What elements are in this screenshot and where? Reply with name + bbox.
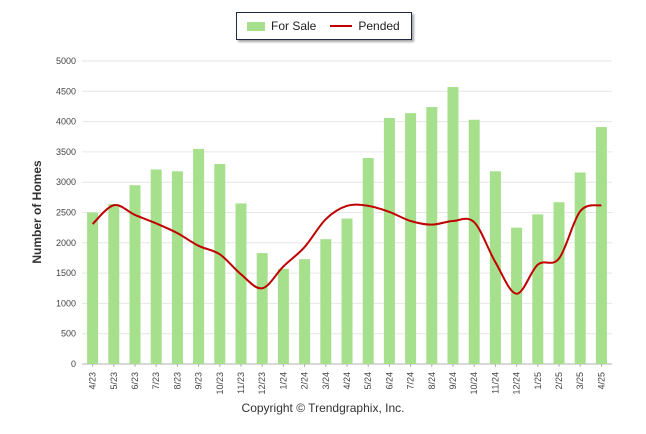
x-tick-label: 2/25	[554, 372, 564, 390]
x-tick-label: 7/23	[151, 372, 161, 390]
bar-for-sale	[129, 185, 141, 364]
bar-for-sale	[553, 202, 565, 364]
x-tick-label: 6/24	[384, 372, 394, 390]
x-tick-label: 2/24	[300, 372, 310, 390]
x-tick-label: 1/24	[278, 372, 288, 390]
x-tick-label: 5/24	[363, 372, 373, 390]
bar-for-sale	[489, 171, 501, 364]
x-tick-label: 4/25	[596, 372, 606, 390]
x-tick-label: 10/24	[469, 372, 479, 395]
x-tick-label: 4/23	[88, 372, 98, 390]
legend-for-sale-swatch	[247, 21, 265, 31]
y-tick-label: 3500	[56, 147, 76, 157]
bar-for-sale	[447, 87, 459, 365]
x-axis-ticks: 4/23 5/23 6/23 7/23 8/23 9/23 10/23 11/23 12/23 1…	[88, 364, 606, 395]
y-tick-label: 5000	[56, 56, 76, 66]
bar-for-sale	[426, 107, 438, 364]
y-tick-label: 3000	[56, 177, 76, 187]
y-tick-label: 2000	[56, 238, 76, 248]
x-tick-label: 7/24	[406, 372, 416, 390]
legend-pended-swatch	[330, 25, 353, 27]
bar-for-sale	[595, 127, 607, 364]
x-tick-label: 10/23	[215, 372, 225, 395]
bar-for-sale	[150, 169, 162, 364]
copyright-footer: Copyright © Trendgraphix, Inc.	[241, 401, 405, 415]
x-tick-label: 11/23	[236, 372, 246, 394]
x-tick-label: 9/24	[448, 372, 458, 390]
bar-for-sale	[277, 268, 289, 364]
bar-for-sale	[511, 227, 523, 364]
bar-for-sale	[299, 259, 311, 364]
x-tick-label: 6/23	[130, 372, 140, 390]
bar-for-sale	[574, 172, 586, 364]
bar-for-sale	[256, 253, 268, 364]
y-axis-ticks: 0 500 1000 1500 2000 2500 3000 3500 4000 4500 5000	[56, 56, 76, 369]
bar-for-sale	[193, 148, 205, 364]
legend-pended-label: Pended	[358, 19, 400, 33]
x-tick-label: 11/24	[490, 372, 500, 394]
bar-for-sale	[468, 119, 480, 364]
y-tick-label: 1000	[56, 298, 76, 308]
bar-for-sale	[171, 171, 183, 364]
bar-for-sale	[108, 204, 120, 364]
y-tick-label: 500	[61, 329, 76, 339]
y-axis-label: Number of Homes	[30, 160, 44, 264]
x-tick-label: 9/23	[194, 372, 204, 390]
bar-for-sale	[383, 117, 395, 365]
x-tick-label: 3/25	[575, 372, 585, 390]
x-tick-label: 8/23	[172, 372, 182, 390]
bar-for-sale	[362, 157, 374, 364]
x-tick-label: 1/25	[533, 372, 543, 390]
x-tick-label: 12/23	[257, 372, 267, 395]
bar-for-sale	[87, 212, 99, 364]
y-tick-label: 0	[71, 359, 76, 369]
x-tick-label: 5/23	[109, 372, 119, 390]
y-tick-label: 2500	[56, 208, 76, 218]
legend-for-sale-label: For Sale	[271, 19, 317, 33]
y-tick-label: 1500	[56, 268, 76, 278]
bar-for-sale	[405, 113, 417, 364]
y-tick-label: 4500	[56, 86, 76, 96]
x-tick-label: 4/24	[342, 372, 352, 390]
bar-for-sale	[341, 218, 353, 364]
bar-for-sale	[235, 203, 247, 364]
for-sale-bars	[87, 87, 607, 365]
bar-for-sale	[532, 214, 544, 364]
y-tick-label: 4000	[56, 117, 76, 127]
x-tick-label: 8/24	[427, 372, 437, 390]
pended-line-group	[91, 203, 602, 295]
legend: For Sale Pended	[236, 12, 412, 40]
x-tick-label: 3/24	[321, 372, 331, 390]
x-tick-label: 12/24	[512, 372, 522, 395]
bar-for-sale	[214, 164, 226, 364]
bar-for-sale	[320, 239, 332, 364]
